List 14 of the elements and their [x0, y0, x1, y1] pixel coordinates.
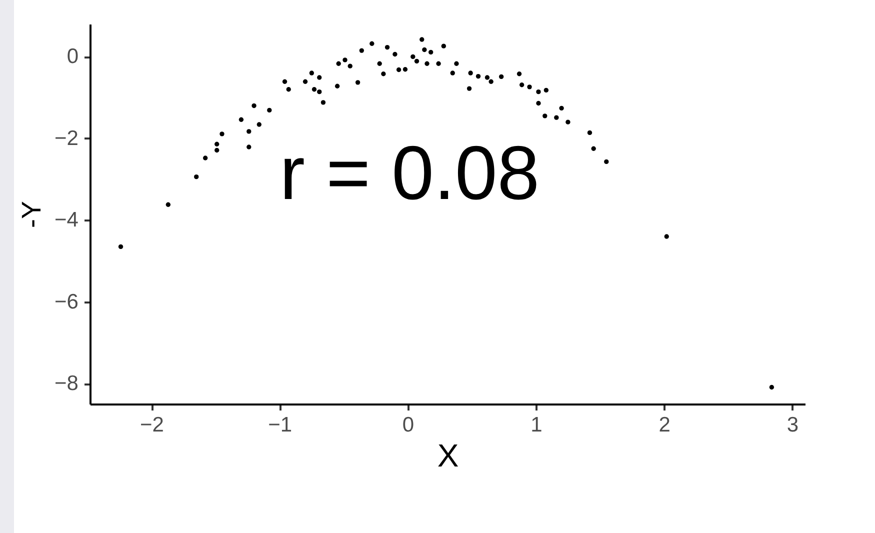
x-tick-label: −1	[268, 414, 292, 436]
x-axis-title: X	[437, 438, 459, 474]
y-tick-label: −6	[54, 290, 78, 314]
annotation: r = 0.08	[280, 131, 540, 216]
x-tick-label: 3	[786, 414, 799, 436]
x-tick-label: −2	[140, 414, 164, 436]
x-tick-label: 0	[402, 414, 414, 436]
y-tick-label: −4	[54, 208, 79, 232]
y-tick-label: −8	[54, 372, 78, 396]
x-tick-label: 2	[658, 414, 670, 436]
y-tick-label: 0	[66, 45, 78, 68]
y-axis-title: -Y	[16, 201, 47, 228]
y-tick-label: −2	[54, 126, 78, 150]
x-tick-label: 1	[530, 414, 542, 436]
